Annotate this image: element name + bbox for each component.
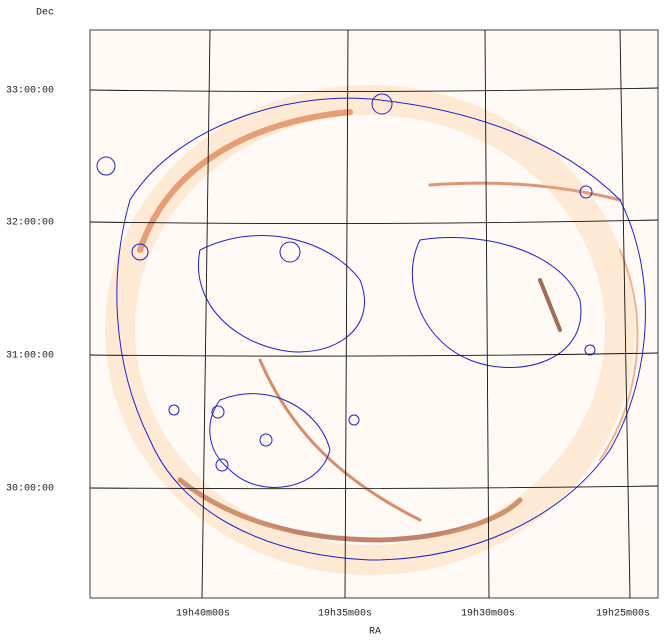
y-tick-label: 30:00:00: [6, 484, 54, 495]
y-axis-label: Dec: [36, 8, 54, 19]
x-axis-label: RA: [369, 627, 381, 638]
y-tick-label: 31:00:00: [6, 351, 54, 362]
sky-figure: Dec RA 33:00:00 32:00:00 31:00:00 30:00:00 1…: [0, 0, 670, 641]
x-tick-label: 19h30m00s: [461, 608, 515, 620]
x-tick-label: 19h35m00s: [318, 608, 372, 620]
image-frame: [90, 30, 658, 598]
y-tick-label: 32:00:00: [6, 218, 54, 229]
y-tick-label: 33:00:00: [6, 86, 54, 97]
x-tick-label: 19h25m00s: [596, 608, 650, 620]
x-tick-label: 19h40m00s: [176, 608, 230, 620]
